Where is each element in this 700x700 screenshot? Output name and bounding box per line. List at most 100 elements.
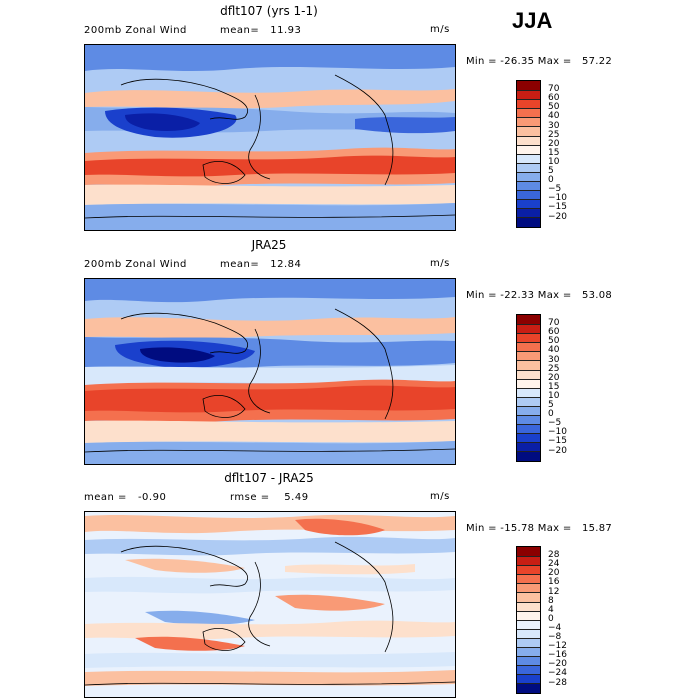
contour-map-reanalysis xyxy=(84,278,456,465)
colorbar-level-label: 30 xyxy=(548,354,560,365)
colorbar-swatch xyxy=(517,351,540,361)
colorbar-swatch xyxy=(517,387,540,397)
colorbar-level-label: −10 xyxy=(548,427,567,438)
panel-title: dflt107 - JRA25 xyxy=(224,471,314,485)
colorbar-swatch xyxy=(517,396,540,406)
variable-label: 200mb Zonal Wind xyxy=(84,259,187,270)
colorbar-level-label: −20 xyxy=(548,445,567,456)
colorbar-level-label: −4 xyxy=(548,622,562,633)
colorbar-level-label: 0 xyxy=(548,175,554,186)
colorbar-swatch xyxy=(517,190,540,200)
colorbar-swatch xyxy=(517,415,540,425)
colorbar-swatch xyxy=(517,181,540,191)
colorbar-swatch xyxy=(517,108,540,118)
colorbar-swatch xyxy=(517,369,540,379)
colorbar-swatch xyxy=(517,674,540,684)
colorbar-level-label: −8 xyxy=(548,632,562,642)
colorbar-swatch xyxy=(517,442,540,452)
mean-label: mean= 12.84 xyxy=(220,259,302,270)
variable-label: 200mb Zonal Wind xyxy=(84,25,187,36)
colorbar-level-label: 20 xyxy=(548,372,560,383)
colorbar-level-label: 30 xyxy=(548,120,560,131)
colorbar-level-label: −10 xyxy=(548,193,567,204)
colorbar-level-label: 40 xyxy=(548,345,560,356)
difference-field xyxy=(85,512,455,697)
colorbar-level-label: −15 xyxy=(548,436,567,447)
colorbar-level-label: 15 xyxy=(548,147,560,158)
colorbar-swatch xyxy=(517,342,540,352)
colorbar-level-label: −24 xyxy=(548,668,567,679)
colorbar-swatch xyxy=(517,451,540,461)
colorbar-level-label: 50 xyxy=(548,336,560,347)
colorbar-level-label: 20 xyxy=(548,568,560,579)
colorbar-level-label: 60 xyxy=(548,93,560,104)
colorbar-level-label: −16 xyxy=(548,650,567,661)
colorbar-level-label: 24 xyxy=(548,559,560,570)
colorbar-level-label: 70 xyxy=(548,84,560,95)
colorbar-level-label: 5 xyxy=(548,166,554,176)
colorbar-swatch xyxy=(517,324,540,334)
colorbar-level-label: −12 xyxy=(548,641,567,652)
colorbar-level-label: −5 xyxy=(548,418,562,429)
mean-label: mean= 11.93 xyxy=(220,25,302,36)
colorbar-level-label: 25 xyxy=(548,363,560,374)
colorbar-level-label: −5 xyxy=(548,184,562,195)
panel-title: JRA25 xyxy=(251,238,287,252)
colorbar-level-label: 70 xyxy=(548,318,560,329)
zonal-wind-field xyxy=(85,279,455,464)
units-label: m/s xyxy=(430,491,450,502)
colorbar-level-label: 28 xyxy=(548,550,560,561)
colorbar-swatch xyxy=(517,153,540,163)
colorbar-swatch xyxy=(517,405,540,416)
colorbar-level-label: 8 xyxy=(548,595,554,606)
colorbar-swatch xyxy=(517,592,540,602)
panel-title: dflt107 (yrs 1-1) xyxy=(220,4,318,18)
min-max-label: Min = -26.35 Max = 57.22 xyxy=(466,56,613,67)
colorbar-swatch xyxy=(517,556,540,566)
colorbar-swatch xyxy=(517,162,540,172)
contour-map-difference xyxy=(84,511,456,698)
colorbar-swatch xyxy=(517,665,540,675)
colorbar-swatch xyxy=(517,637,540,648)
rmse-label: rmse = 5.49 xyxy=(230,492,309,503)
colorbar-swatch xyxy=(517,656,540,666)
colorbar-level-label: 10 xyxy=(548,156,560,167)
colorbar-swatch xyxy=(517,647,540,657)
colorbar-swatch xyxy=(517,565,540,575)
min-max-label: Min = -22.33 Max = 53.08 xyxy=(466,290,613,301)
colorbar-swatch xyxy=(517,628,540,638)
colorbar-swatch xyxy=(517,217,540,227)
colorbar-level-label: 10 xyxy=(548,390,560,401)
colorbar-swatch xyxy=(517,81,540,91)
colorbar-level-label: 50 xyxy=(548,102,560,113)
colorbar-level-label: 15 xyxy=(548,381,560,392)
colorbar-level-label: 40 xyxy=(548,111,560,122)
colorbar-level-label: 12 xyxy=(548,586,560,597)
colorbar-level-label: 0 xyxy=(548,409,554,420)
colorbar-level-label: 5 xyxy=(548,400,554,410)
colorbar-swatch xyxy=(517,547,540,557)
colorbar-swatch xyxy=(517,126,540,136)
colorbar-swatch xyxy=(517,99,540,109)
colorbar-swatch xyxy=(517,378,540,388)
colorbar-level-label: −28 xyxy=(548,677,567,688)
colorbar-swatch xyxy=(517,601,540,611)
colorbar-level-label: −20 xyxy=(548,659,567,670)
colorbar-swatch xyxy=(517,135,540,145)
colorbar-swatch xyxy=(517,315,540,325)
units-label: m/s xyxy=(430,258,450,269)
colorbar-swatch xyxy=(517,610,540,620)
min-max-label: Min = -15.78 Max = 15.87 xyxy=(466,523,613,534)
colorbar-swatch xyxy=(517,171,540,182)
colorbar-difference xyxy=(516,546,541,694)
colorbar-reanalysis xyxy=(516,314,541,462)
colorbar-level-label: 0 xyxy=(548,613,554,624)
colorbar-swatch xyxy=(517,360,540,370)
colorbar-level-label: 16 xyxy=(548,577,560,588)
units-label: m/s xyxy=(430,24,450,35)
colorbar-level-label: 25 xyxy=(548,129,560,140)
colorbar-level-label: 60 xyxy=(548,327,560,338)
colorbar-swatch xyxy=(517,424,540,434)
colorbar-swatch xyxy=(517,90,540,100)
zonal-wind-field xyxy=(85,45,455,230)
